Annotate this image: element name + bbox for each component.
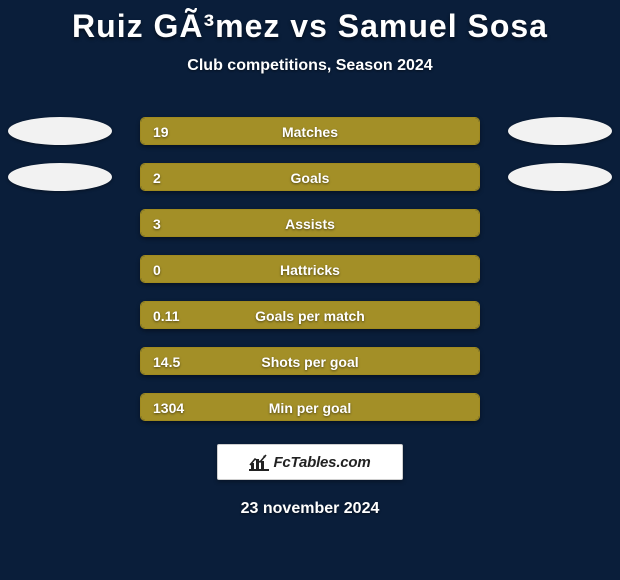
stat-value: 0.11 xyxy=(153,302,179,329)
stat-label: Assists xyxy=(285,210,335,237)
stat-bar: 14.5 Shots per goal xyxy=(140,347,480,375)
stat-value: 3 xyxy=(153,210,161,237)
stat-value: 1304 xyxy=(153,394,184,421)
stat-row: 0.11 Goals per match xyxy=(0,301,620,329)
stat-value: 19 xyxy=(153,118,169,145)
page-title: Ruiz GÃ³mez vs Samuel Sosa xyxy=(0,0,620,45)
player-right-ellipse xyxy=(508,163,612,191)
stat-row: 3 Assists xyxy=(0,209,620,237)
stat-row: 0 Hattricks xyxy=(0,255,620,283)
player-left-ellipse xyxy=(8,163,112,191)
subtitle: Club competitions, Season 2024 xyxy=(0,57,620,75)
stat-bar: 1304 Min per goal xyxy=(140,393,480,421)
stat-label: Shots per goal xyxy=(261,348,358,375)
stat-bar: 3 Assists xyxy=(140,209,480,237)
chart-icon xyxy=(249,453,269,471)
stat-label: Matches xyxy=(282,118,338,145)
player-right-ellipse xyxy=(508,117,612,145)
stat-bar: 0 Hattricks xyxy=(140,255,480,283)
watermark-text: FcTables.com xyxy=(273,454,370,471)
stat-value: 0 xyxy=(153,256,161,283)
stat-bar: 2 Goals xyxy=(140,163,480,191)
stat-bar: 19 Matches xyxy=(140,117,480,145)
stat-label: Goals per match xyxy=(255,302,365,329)
player-left-ellipse xyxy=(8,117,112,145)
stat-label: Goals xyxy=(291,164,330,191)
stat-row: 14.5 Shots per goal xyxy=(0,347,620,375)
stat-value: 14.5 xyxy=(153,348,180,375)
stat-bar: 0.11 Goals per match xyxy=(140,301,480,329)
date-label: 23 november 2024 xyxy=(0,500,620,518)
stat-label: Hattricks xyxy=(280,256,340,283)
stat-row: 1304 Min per goal xyxy=(0,393,620,421)
stats-list: 19 Matches 2 Goals 3 Assists 0 Hattricks 0.11 Goa… xyxy=(0,117,620,421)
stat-row: 2 Goals xyxy=(0,163,620,191)
stat-value: 2 xyxy=(153,164,161,191)
stat-label: Min per goal xyxy=(269,394,351,421)
stat-row: 19 Matches xyxy=(0,117,620,145)
watermark: FcTables.com xyxy=(217,444,403,480)
